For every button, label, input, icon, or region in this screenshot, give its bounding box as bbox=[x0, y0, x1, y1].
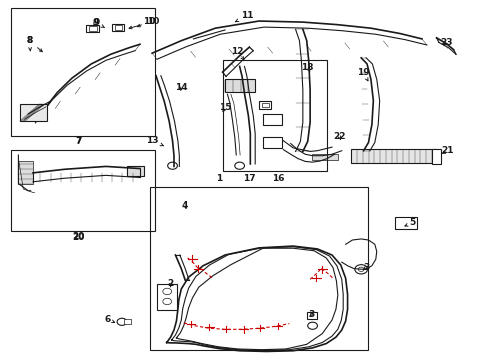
Text: 23: 23 bbox=[439, 38, 451, 47]
Text: 3: 3 bbox=[362, 263, 368, 272]
Bar bbox=[394, 217, 416, 229]
Bar bbox=[149, 187, 368, 350]
Bar bbox=[306, 312, 317, 319]
Text: 10: 10 bbox=[129, 17, 159, 29]
Text: 9: 9 bbox=[92, 18, 98, 27]
Bar bbox=[89, 26, 97, 31]
Text: 8: 8 bbox=[26, 36, 42, 52]
Text: 7: 7 bbox=[75, 136, 81, 145]
Bar bbox=[11, 150, 154, 231]
Bar bbox=[261, 103, 268, 108]
Text: 13: 13 bbox=[145, 136, 163, 146]
Bar bbox=[157, 284, 177, 310]
Bar bbox=[222, 60, 326, 171]
Bar bbox=[259, 102, 271, 109]
Bar bbox=[86, 24, 99, 32]
Text: 19: 19 bbox=[357, 68, 369, 81]
Text: 20: 20 bbox=[72, 232, 84, 241]
Bar bbox=[19, 161, 33, 184]
Text: 7: 7 bbox=[75, 137, 81, 146]
Text: 8: 8 bbox=[26, 36, 33, 51]
Circle shape bbox=[234, 162, 244, 169]
Text: 16: 16 bbox=[272, 174, 284, 183]
Bar bbox=[351, 149, 436, 163]
Text: 20: 20 bbox=[72, 233, 84, 242]
Text: 12: 12 bbox=[230, 47, 244, 59]
Bar bbox=[311, 154, 338, 160]
Bar bbox=[112, 24, 124, 31]
Bar bbox=[263, 137, 282, 148]
Text: 18: 18 bbox=[301, 63, 313, 72]
Text: 11: 11 bbox=[235, 11, 253, 22]
Text: 10: 10 bbox=[137, 17, 156, 27]
Text: 22: 22 bbox=[332, 132, 345, 141]
Bar bbox=[20, 104, 46, 121]
Bar bbox=[11, 8, 154, 136]
Text: 5: 5 bbox=[404, 219, 414, 228]
Bar bbox=[115, 25, 122, 30]
Bar bbox=[126, 166, 143, 176]
Text: 9: 9 bbox=[93, 18, 104, 28]
Text: 2: 2 bbox=[167, 279, 173, 288]
Text: 14: 14 bbox=[175, 83, 187, 92]
Text: 21: 21 bbox=[441, 146, 453, 155]
Text: 17: 17 bbox=[243, 174, 255, 183]
Text: 3: 3 bbox=[308, 310, 314, 319]
Circle shape bbox=[167, 162, 177, 169]
Text: 6: 6 bbox=[104, 315, 114, 324]
Bar bbox=[224, 79, 255, 93]
Text: 1: 1 bbox=[216, 174, 222, 183]
Bar bbox=[123, 319, 131, 324]
Text: 15: 15 bbox=[218, 103, 231, 112]
Bar bbox=[263, 114, 282, 125]
Bar bbox=[431, 149, 441, 164]
Text: 4: 4 bbox=[182, 201, 188, 210]
